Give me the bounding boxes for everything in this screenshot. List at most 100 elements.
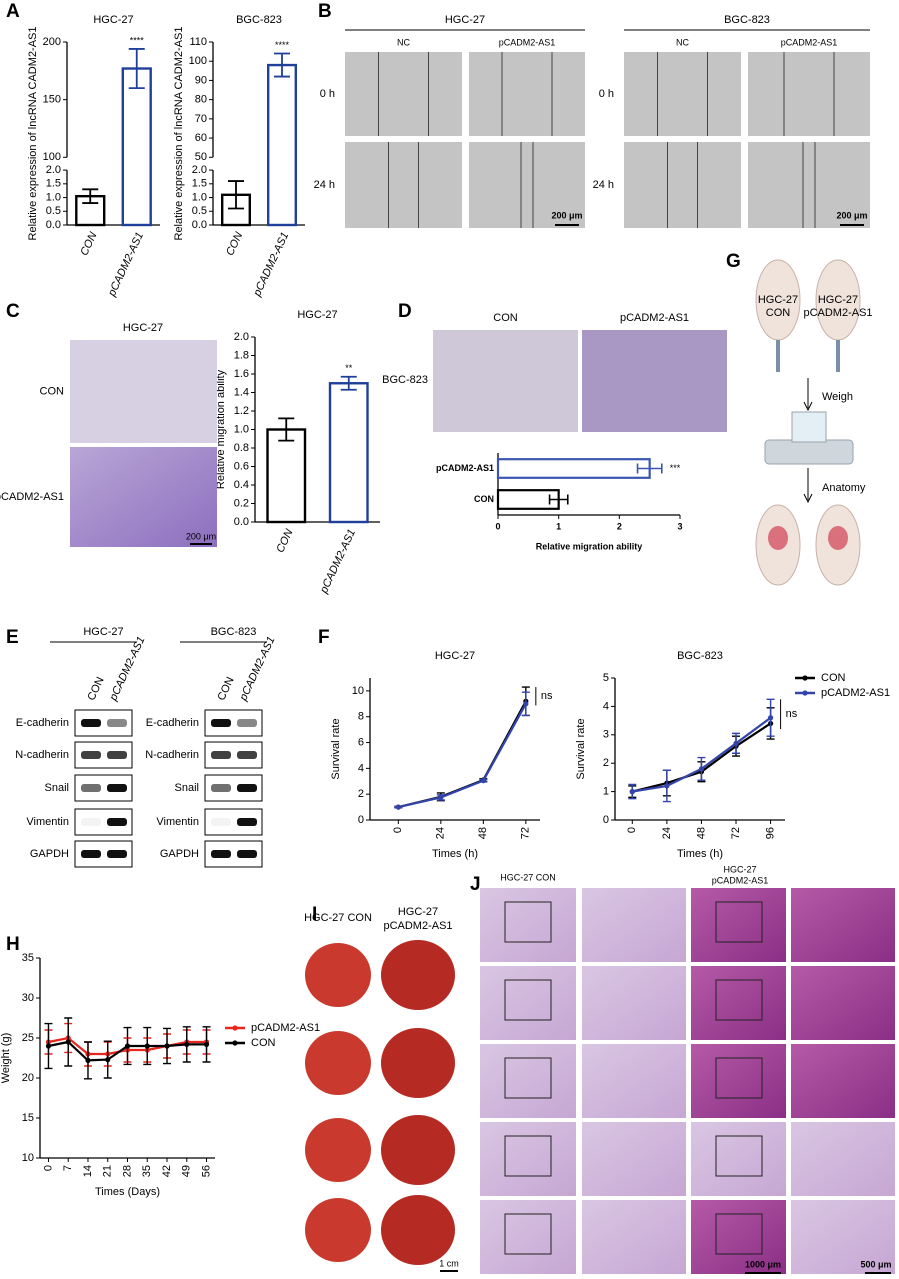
lung <box>305 943 371 1007</box>
y-tick-label: 110 <box>189 36 207 48</box>
micrograph <box>582 1122 686 1196</box>
micrograph <box>469 52 585 136</box>
legend-marker <box>802 675 808 681</box>
scale <box>764 439 854 465</box>
y-tick-label: 1.2 <box>234 405 249 417</box>
scale-bar <box>440 1270 458 1272</box>
group-label: pCADM2-AS1 <box>803 307 872 319</box>
y-tick-label: 100 <box>43 151 61 163</box>
lane-label: pCADM2-AS1 <box>107 635 147 704</box>
micrograph <box>691 1044 786 1118</box>
micrograph <box>433 330 578 432</box>
point <box>767 715 774 721</box>
error-bar <box>228 180 244 210</box>
column-header: pCADM2-AS1 <box>620 312 689 324</box>
column-header: HGC-27 <box>723 864 756 874</box>
column-header: CON <box>493 312 518 324</box>
y-tick-label: 10 <box>22 1152 34 1164</box>
y-axis-label: Relative expression of lncRNA CADM2-AS1 <box>173 27 185 241</box>
y-tick-label: 30 <box>22 992 34 1004</box>
y-tick-label: 1.5 <box>192 178 207 190</box>
y-tick-label: 0.4 <box>234 479 249 491</box>
bar <box>328 382 369 524</box>
x-tick-label: CON <box>78 230 99 257</box>
y-tick-label: 0.5 <box>46 205 61 217</box>
y-axis-label: Survival rate <box>330 718 342 779</box>
row-label: N-cadherin <box>145 749 199 761</box>
scratch-edge <box>783 52 835 136</box>
bar <box>121 67 152 227</box>
significance: **** <box>130 35 145 45</box>
y-tick-label: 0.6 <box>234 460 249 472</box>
column-header: HGC-27 <box>445 14 485 26</box>
y-tick-label: 150 <box>43 94 61 106</box>
annotation: ns <box>541 690 553 702</box>
point <box>438 794 444 801</box>
point <box>65 1039 71 1045</box>
row-label: 0 h <box>599 88 614 100</box>
blot-band <box>81 751 101 759</box>
legend-label: pCADM2-AS1 <box>251 1022 320 1034</box>
chart-title: BGC-823 <box>236 14 282 26</box>
lung <box>828 526 848 550</box>
y-tick-label: 60 <box>195 132 207 144</box>
y-tick-label: 35 <box>22 952 34 964</box>
panel-letter: F <box>318 627 330 648</box>
arrow <box>803 468 813 504</box>
y-tick-label: 15 <box>22 1112 34 1124</box>
micrograph <box>691 966 786 1040</box>
y-tick-label: 1.5 <box>46 178 61 190</box>
scale-bar <box>745 1272 781 1274</box>
panel-letter: H <box>6 934 20 955</box>
row-label: pCADM2-AS1 <box>0 491 64 503</box>
y-axis-label: Survival rate <box>575 718 587 779</box>
lane-label: pCADM2-AS1 <box>237 635 277 704</box>
scratch-edge <box>501 52 553 136</box>
scratch-edge <box>388 142 419 228</box>
blot-band <box>81 784 101 792</box>
lung <box>305 1118 371 1182</box>
panel-letter: B <box>318 1 332 22</box>
lane-label: CON <box>85 675 106 702</box>
error-bar <box>548 494 569 505</box>
zoom-box <box>715 1057 763 1099</box>
row-label: GAPDH <box>30 848 69 860</box>
point <box>85 1057 91 1063</box>
y-tick-label: 0.0 <box>234 516 249 528</box>
y-axis-label: Weight (g) <box>0 1033 12 1084</box>
micrograph <box>624 52 741 136</box>
column-header: HGC-27 CON <box>304 912 372 924</box>
x-tick-label: 2 <box>617 521 622 531</box>
zoom-box <box>504 979 552 1021</box>
point <box>480 778 486 784</box>
row-label: 24 h <box>314 179 335 191</box>
point <box>629 789 635 795</box>
micrograph <box>480 1200 576 1274</box>
blot-band <box>211 850 231 858</box>
row-label: 0 h <box>320 88 335 100</box>
error-bar <box>636 463 663 474</box>
column-header: pCADM2-AS1 <box>781 37 838 47</box>
y-tick-label: 0.0 <box>46 219 61 231</box>
line <box>398 703 527 809</box>
blot-band <box>237 719 257 727</box>
y-tick-label: 5 <box>603 672 609 684</box>
lung <box>381 1028 455 1098</box>
x-tick-label: pCADM2-AS1 <box>251 230 291 299</box>
legend-label: pCADM2-AS1 <box>821 687 890 699</box>
blot-band <box>107 818 127 826</box>
y-tick-label: 2 <box>603 757 609 769</box>
x-tick-label: 0 <box>392 827 404 833</box>
scale-bar-label: 200 μm <box>836 210 867 220</box>
row-label: GAPDH <box>160 848 199 860</box>
x-tick-label: pCADM2-AS1 <box>318 527 358 596</box>
row-label: E-cadherin <box>16 717 69 729</box>
x-tick-label: 96 <box>764 827 776 839</box>
x-axis-label: Times (Days) <box>95 1186 160 1198</box>
blot-band <box>107 751 127 759</box>
y-tick-label: 0.8 <box>234 442 249 454</box>
y-tick-label: 1 <box>603 786 609 798</box>
legend-label: CON <box>251 1037 276 1049</box>
y-tick-label: 10 <box>352 685 364 697</box>
